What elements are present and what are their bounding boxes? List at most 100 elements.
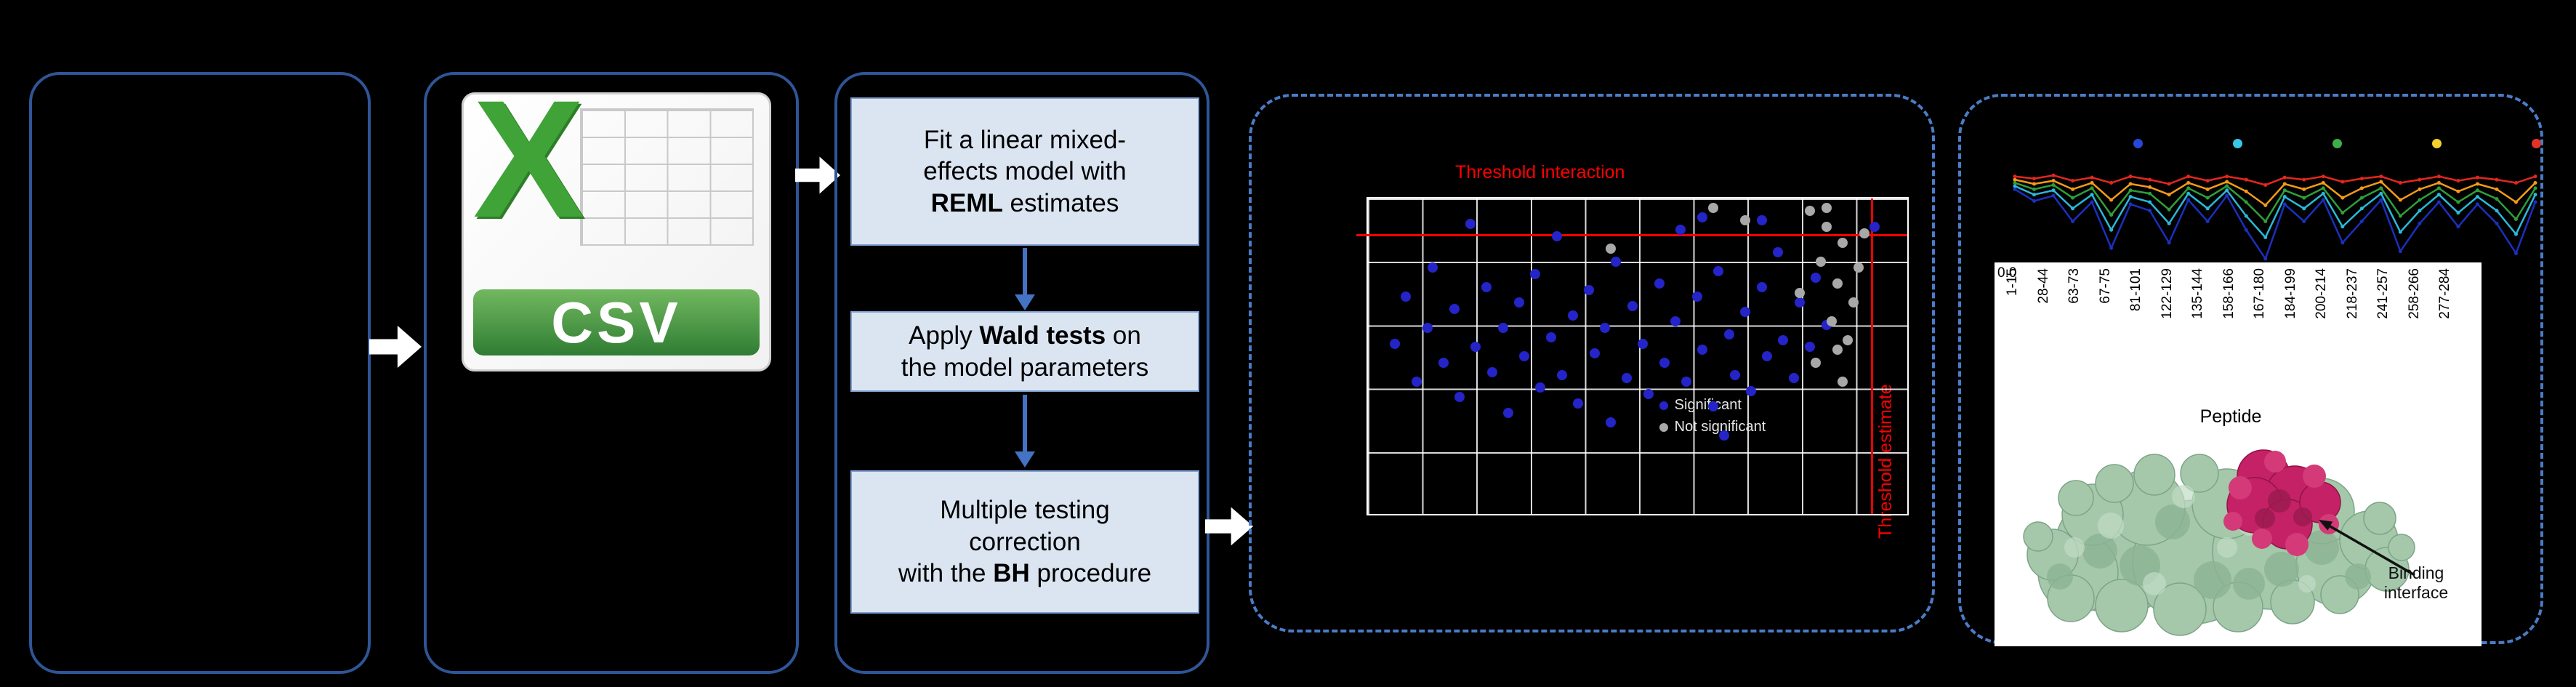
scatter-point [1573, 398, 1584, 409]
scatter-point [1697, 345, 1708, 355]
panel-volcano-plot: Threshold interaction Threshold estimate… [1249, 94, 1935, 632]
panel-statistical-workflow: Fit a linear mixed- effects model with R… [834, 72, 1209, 674]
series-dot [2432, 139, 2442, 148]
scatter-point [1772, 246, 1783, 257]
scatter-point [1589, 347, 1600, 358]
text-segment-bold: BH [993, 559, 1030, 588]
x-axis-label: Peptide [2199, 406, 2262, 427]
panel-csv-file: X CSV [424, 72, 799, 674]
scatter-point [1470, 341, 1481, 352]
scatter-point [1778, 335, 1789, 346]
right-arrow-icon-3 [1205, 507, 1253, 546]
scatter-legend: Significant Not significant [1659, 397, 1766, 441]
scatter-point [1638, 338, 1649, 349]
scatter-point [1600, 322, 1611, 333]
csv-label: CSV [551, 289, 682, 355]
text-segment: Fit a linear mixed- effects model with [923, 125, 1127, 186]
series-dot [2133, 139, 2143, 148]
scatter-point [1557, 370, 1568, 381]
scatter-point [1745, 385, 1756, 396]
scatter-point [1519, 351, 1530, 361]
scatter-point [1584, 284, 1595, 295]
scatter-point [1827, 316, 1838, 327]
scatter-point [1449, 303, 1460, 314]
scatter-point [1859, 228, 1869, 238]
flow-step-bh-text: Multiple testing correction with the BH … [898, 494, 1151, 589]
scatter-point [1740, 215, 1751, 226]
binding-interface-label: Binding interface [2383, 563, 2449, 603]
scatter-point [1837, 237, 1848, 248]
panel-results: 0.0 1-15 28-44 63-73 67-75 81-101 122-129 135-… [1958, 94, 2543, 646]
scatter-point [1513, 297, 1524, 308]
right-arrow-icon-1 [369, 325, 422, 369]
csv-banner: CSV [472, 289, 760, 356]
scatter-point [1481, 281, 1492, 292]
scatter-point [1805, 341, 1816, 352]
series-dot [2333, 139, 2342, 148]
scatter-point [1670, 316, 1681, 327]
scatter-point [1853, 262, 1864, 273]
scatter-point [1454, 392, 1465, 403]
text-segment-bold: REML [930, 188, 1003, 217]
text-segment: Apply [909, 321, 980, 350]
flow-step-reml-text: Fit a linear mixed- effects model with R… [923, 124, 1127, 219]
legend-item: Significant [1659, 397, 1766, 414]
scatter-point [1438, 357, 1449, 368]
scatter-point [1713, 265, 1724, 276]
scatter-point [1756, 281, 1767, 292]
down-arrow-icon-2 [1015, 395, 1035, 467]
scatter-point [1707, 203, 1718, 214]
scatter-point [1567, 310, 1578, 321]
scatter-point [1681, 376, 1691, 387]
scatter-point [1551, 231, 1562, 242]
scatter-point [1502, 408, 1513, 419]
flow-step-reml: Fit a linear mixed- effects model with R… [850, 97, 1199, 246]
protein-structure [2023, 449, 2415, 636]
scatter-point [1627, 300, 1638, 311]
excel-x-logo: X [472, 65, 585, 252]
threshold-interaction-line [1356, 233, 1907, 236]
csv-file-icon: X CSV [462, 75, 771, 371]
scatter-point [1821, 222, 1832, 233]
scatter-point [1729, 370, 1740, 381]
text-segment: procedure [1029, 559, 1152, 588]
scatter-point [1789, 373, 1800, 384]
scatter-point [1832, 345, 1843, 355]
scatter-point [1654, 278, 1665, 289]
scatter-point [1530, 269, 1541, 280]
peptide-tick-row: 1-15 28-44 63-73 67-75 81-101 122-129 135-144 1… [1995, 262, 2482, 408]
scatter-point [1718, 430, 1729, 441]
scatter-point [1611, 256, 1622, 267]
scatter-point [1848, 297, 1859, 308]
threshold-interaction-label: Threshold interaction [1455, 162, 1625, 182]
scatter-point [1740, 307, 1751, 318]
scatter-plot-area: Significant Not significant [1356, 197, 1909, 515]
scatter-point [1821, 203, 1832, 214]
scatter-point [1810, 357, 1821, 368]
flow-step-wald-text: Apply Wald tests on the model parameters [901, 320, 1148, 383]
scatter-point [1411, 376, 1422, 387]
scatter-point [1697, 212, 1708, 223]
scatter-point [1497, 322, 1508, 333]
scatter-point [1465, 218, 1476, 229]
scatter-point [1486, 366, 1497, 377]
scatter-point [1869, 222, 1880, 233]
scatter-point [1675, 225, 1686, 236]
scatter-point [1805, 206, 1816, 217]
scatter-point [1837, 376, 1848, 387]
scatter-point [1707, 401, 1718, 412]
legend-item: Not significant [1659, 419, 1766, 435]
scatter-point [1816, 256, 1827, 267]
scatter-point [1659, 357, 1670, 368]
series-dot [2532, 139, 2541, 148]
scatter-point [1622, 373, 1633, 384]
panel-input-data [29, 72, 371, 674]
scatter-point [1843, 335, 1853, 346]
text-segment: estimates [1002, 188, 1119, 217]
right-arrow-icon-2 [795, 156, 840, 194]
scatter-point [1535, 382, 1546, 393]
scatter-point [1605, 417, 1616, 428]
spreadsheet-grid-icon [579, 108, 754, 246]
scatter-point [1756, 215, 1767, 226]
